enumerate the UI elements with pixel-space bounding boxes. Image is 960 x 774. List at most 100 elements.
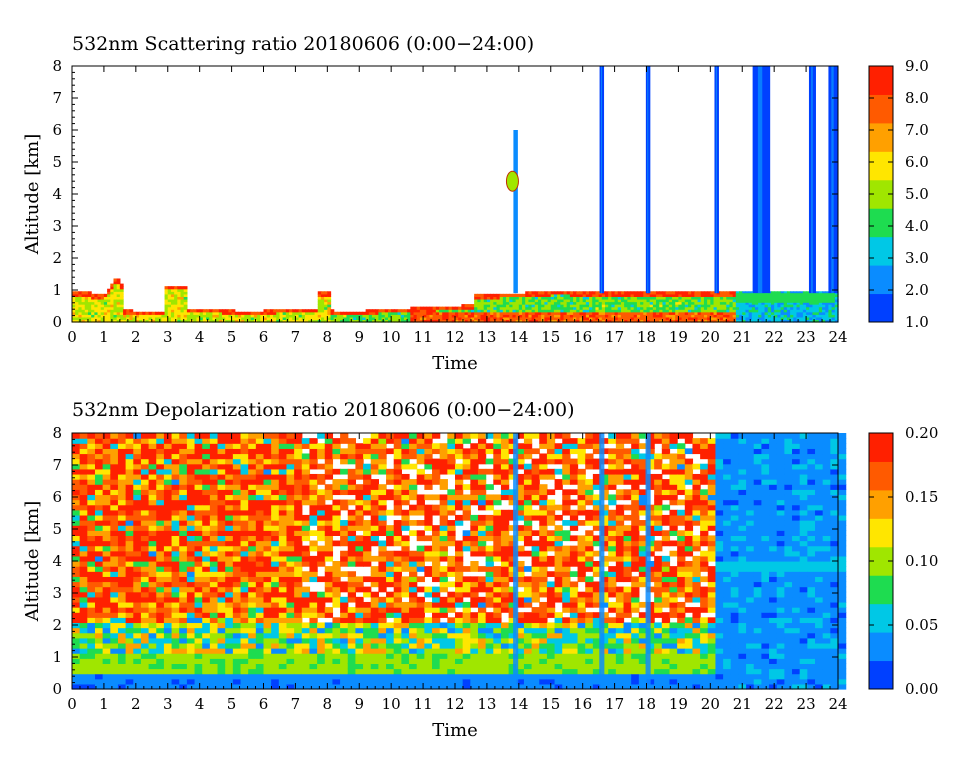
bottom-cell	[486, 663, 494, 669]
bottom-cell	[80, 566, 88, 572]
bottom-cell	[149, 484, 157, 490]
bottom-cell	[248, 648, 256, 654]
bottom-cell	[332, 510, 340, 516]
bottom-cell	[279, 592, 287, 598]
bottom-cell	[279, 612, 287, 618]
bottom-cell	[455, 628, 463, 634]
bottom-cell	[118, 464, 126, 470]
bottom-cell	[225, 622, 233, 628]
bottom-cell	[264, 571, 272, 577]
bottom-cell	[409, 576, 417, 582]
bottom-cell	[248, 669, 256, 675]
bottom-cell	[470, 530, 478, 536]
bottom-cell	[470, 479, 478, 485]
bottom-cell	[348, 576, 356, 582]
bottom-cell	[149, 597, 157, 603]
bottom-cell	[386, 551, 394, 557]
bottom-cell	[133, 479, 141, 485]
bottom-cell	[463, 535, 471, 541]
bottom-cell	[95, 469, 103, 475]
bottom-cell	[394, 658, 402, 664]
bottom-cell	[241, 484, 249, 490]
bottom-cell	[225, 464, 233, 470]
bottom-cell	[371, 607, 379, 613]
bottom-cell	[164, 617, 172, 623]
bottom-cell	[340, 587, 348, 593]
bottom-cell	[279, 638, 287, 644]
bottom-cell	[149, 612, 157, 618]
bottom-cell	[225, 617, 233, 623]
bottom-cell	[264, 669, 272, 675]
bottom-cell	[286, 453, 294, 459]
bottom-cell	[241, 679, 249, 685]
bottom-cell	[80, 479, 88, 485]
bottom-cell	[241, 633, 249, 639]
bottom-cell	[394, 530, 402, 536]
bottom-cell	[202, 453, 210, 459]
bottom-cell	[80, 628, 88, 634]
bottom-cell	[424, 679, 432, 685]
bottom-cell	[210, 453, 218, 459]
bottom-cell	[386, 479, 394, 485]
bottom-cell	[103, 556, 111, 562]
bottom-cell	[195, 581, 203, 587]
bottom-cell	[302, 530, 310, 536]
bottom-cell	[202, 669, 210, 675]
bottom-cell	[256, 530, 264, 536]
bottom-cell	[202, 597, 210, 603]
bottom-cell	[164, 638, 172, 644]
bottom-cell	[294, 479, 302, 485]
bottom-cell	[95, 489, 103, 495]
bottom-cell	[164, 571, 172, 577]
bottom-cell	[149, 494, 157, 500]
bottom-cell	[149, 459, 157, 465]
bottom-cell	[80, 443, 88, 449]
bottom-cell	[149, 587, 157, 593]
bottom-cell	[110, 607, 118, 613]
bottom-cell	[149, 622, 157, 628]
bottom-cell	[87, 561, 95, 567]
bottom-cell	[363, 520, 371, 526]
bottom-cell	[179, 648, 187, 654]
bottom-cell	[210, 469, 218, 475]
bottom-cell	[309, 541, 317, 547]
bottom-cell	[317, 494, 325, 500]
bottom-cell	[271, 658, 279, 664]
bottom-cell	[455, 576, 463, 582]
bottom-cell	[309, 459, 317, 465]
bottom-cell	[424, 474, 432, 480]
bottom-cell	[187, 612, 195, 618]
bottom-cell	[294, 566, 302, 572]
bottom-cell	[179, 484, 187, 490]
bottom-cell	[241, 459, 249, 465]
bottom-cell	[447, 459, 455, 465]
bottom-cell	[218, 571, 226, 577]
cloud-column-core	[647, 66, 648, 293]
bottom-cell	[126, 443, 134, 449]
bottom-cell	[264, 602, 272, 608]
bottom-cell	[424, 643, 432, 649]
bottom-cell	[401, 658, 409, 664]
bottom-cell	[126, 587, 134, 593]
bottom-cell	[340, 479, 348, 485]
bottom-cell	[256, 638, 264, 644]
bottom-cell	[218, 576, 226, 582]
bottom-cell	[279, 479, 287, 485]
bottom-cell	[340, 556, 348, 562]
bottom-cell	[417, 561, 425, 567]
bottom-cell	[394, 525, 402, 531]
bottom-cell	[210, 510, 218, 516]
bottom-cell	[80, 525, 88, 531]
bottom-cell	[286, 510, 294, 516]
bottom-cell	[309, 597, 317, 603]
bottom-cell	[179, 561, 187, 567]
bottom-cell	[294, 515, 302, 521]
bottom-cell	[378, 587, 386, 593]
bottom-cell	[294, 474, 302, 480]
bottom-cell	[95, 612, 103, 618]
bottom-cell	[294, 633, 302, 639]
bottom-cell	[386, 663, 394, 669]
bottom-cell	[378, 500, 386, 506]
bottom-cell	[172, 479, 180, 485]
bottom-cell	[440, 658, 448, 664]
